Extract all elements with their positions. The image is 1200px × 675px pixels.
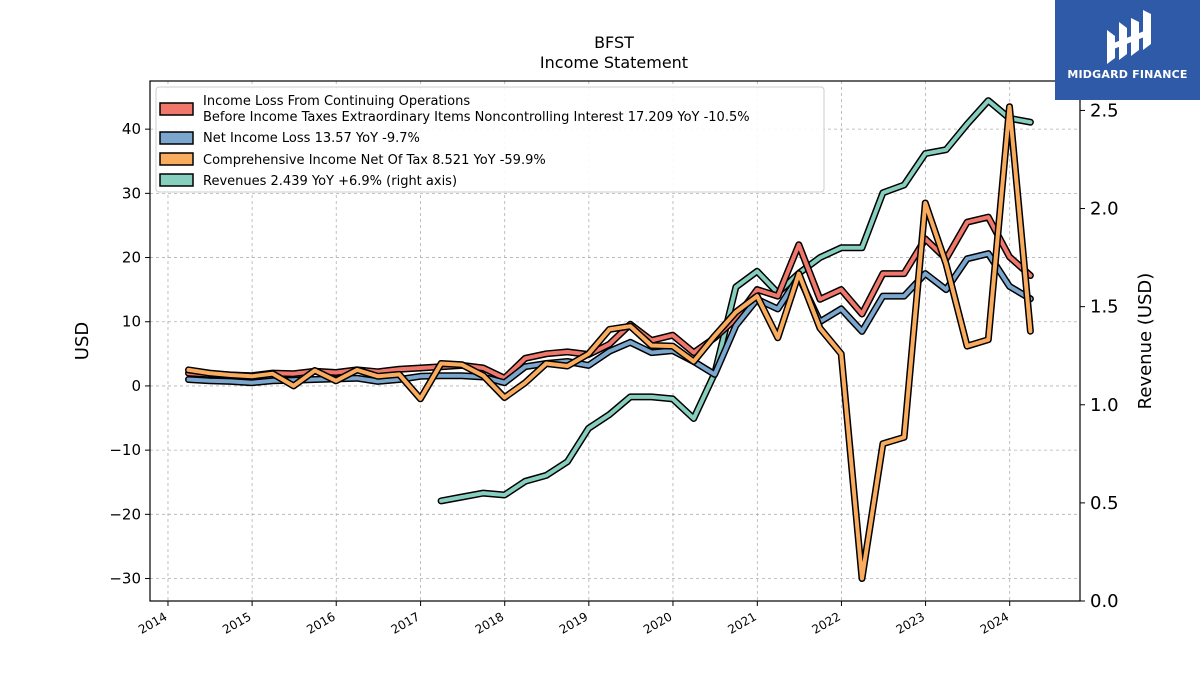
y-tick-label: 0 (131, 377, 141, 395)
legend-label-income-loss-line1: Income Loss From Continuing Operations (203, 94, 470, 109)
x-tick-label: 2017 (389, 609, 422, 636)
left-axis: −30 −20 −10 0 10 20 30 40 (109, 120, 150, 588)
x-tick-label: 2016 (304, 609, 337, 636)
y-right-tick-label: 0.0 (1090, 591, 1119, 612)
y-tick-label: −30 (109, 570, 141, 588)
brand-name: MIDGARD FINANCE (1067, 68, 1188, 81)
y-right-tick-label: 1.5 (1090, 297, 1119, 318)
series-line-revenues (439, 98, 1033, 503)
series-layer (185, 97, 1034, 582)
legend-swatch-revenues (159, 173, 194, 187)
legend-label-income-loss-line2: Before Income Taxes Extraordinary Items … (203, 110, 750, 125)
x-tick-label: 2024 (978, 609, 1011, 636)
chart-title: BFST (594, 33, 634, 52)
x-tick-label: 2019 (557, 609, 590, 636)
legend: Income Loss From Continuing Operations B… (155, 86, 825, 193)
series-line-income-loss (186, 215, 1033, 381)
y-tick-label: 10 (122, 313, 141, 331)
legend-label-net-income: Net Income Loss 13.57 YoY -9.7% (203, 131, 420, 146)
x-tick-label: 2018 (473, 609, 506, 636)
x-tick-label: 2014 (136, 609, 169, 636)
midgard-logo-icon (1107, 10, 1151, 64)
legend-swatch-income-loss (159, 102, 194, 116)
legend-swatch-comprehensive-income (159, 152, 194, 166)
y-tick-label: 40 (122, 120, 141, 138)
y-right-tick-label: 1.0 (1090, 395, 1119, 416)
x-tick-label: 2015 (220, 609, 253, 636)
x-tick-label: 2020 (641, 609, 674, 636)
chart-subtitle: Income Statement (540, 53, 688, 72)
x-tick-label: 2023 (894, 609, 927, 636)
y-tick-label: −20 (109, 505, 141, 523)
x-tick-label: 2021 (725, 609, 758, 636)
right-axis: 0.0 0.5 1.0 1.5 2.0 2.5 (1080, 100, 1119, 612)
x-tick-label: 2022 (809, 609, 842, 636)
y-right-tick-label: 2.0 (1090, 199, 1119, 220)
legend-label-revenues: Revenues 2.439 YoY +6.9% (right axis) (203, 174, 457, 189)
y-right-tick-label: 2.5 (1090, 100, 1119, 121)
plot-area-frame (149, 80, 1081, 602)
y-tick-label: −10 (109, 441, 141, 459)
y-right-tick-label: 0.5 (1090, 493, 1119, 514)
legend-label-comprehensive-income: Comprehensive Income Net Of Tax 8.521 Yo… (203, 153, 546, 168)
legend-frame (155, 86, 825, 193)
brand-badge: MIDGARD FINANCE (1055, 0, 1200, 100)
y-axis-label: USD (72, 322, 93, 360)
y-tick-label: 20 (122, 249, 141, 267)
legend-swatch-net-income (159, 131, 194, 145)
y-tick-label: 30 (122, 184, 141, 202)
x-axis: 2014 2015 2016 2017 2018 2019 2020 2021 2022 2023… (136, 601, 1011, 637)
series-line-comprehensive-income (186, 104, 1033, 581)
y-axis-right-label: Revenue (USD) (1135, 273, 1156, 410)
